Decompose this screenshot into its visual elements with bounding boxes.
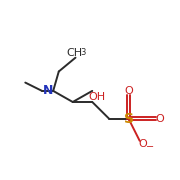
Text: CH: CH (67, 48, 83, 58)
Text: O: O (124, 86, 133, 96)
Text: −: − (146, 142, 154, 152)
Text: O: O (156, 114, 164, 124)
Text: N: N (43, 84, 53, 97)
Text: OH: OH (89, 92, 106, 102)
Text: S: S (123, 112, 134, 126)
Text: O: O (139, 139, 148, 149)
Text: 3: 3 (80, 48, 86, 57)
